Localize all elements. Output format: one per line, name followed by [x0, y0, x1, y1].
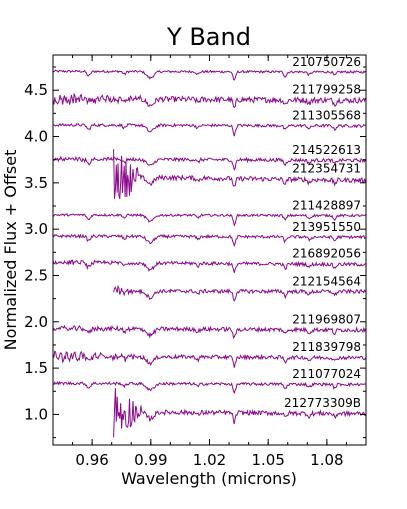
series-labels: 210750726 211799258 211305568 214522613 2123…: [284, 55, 361, 410]
series-label: 212773309B: [284, 396, 361, 410]
x-tick-label: 0.96: [75, 451, 108, 469]
y-tick-label: 1.5: [24, 359, 48, 377]
spectrum-line-211077024: [52, 380, 366, 395]
y-tick-label: 1.0: [24, 405, 48, 423]
spectrum-line-210750726: [52, 69, 366, 81]
y-axis-label: Normalized Flux + Offset: [1, 150, 20, 351]
series-layer: [52, 69, 366, 438]
y-tick-label: 2.5: [24, 266, 48, 284]
axis-ticks: 0.96 0.99 1.02 1.05 1.08 1.0 1.5 2.0 2.5 3.0 3.5 4.…: [24, 55, 366, 469]
x-tick-label: 1.05: [251, 451, 284, 469]
spectrum-line-211428897: [52, 212, 366, 227]
series-label: 213951550: [292, 220, 361, 234]
y-tick-label: 4.0: [24, 128, 48, 146]
spectrum-line-211799258: [52, 92, 366, 109]
spectrum-line-212773309B: [113, 388, 366, 438]
series-label: 211077024: [292, 367, 361, 381]
spectrum-line-211305568: [52, 122, 366, 137]
series-label: 211839798: [292, 340, 361, 354]
spectrum-line-211969807: [52, 324, 366, 340]
series-label: 212154564: [292, 274, 361, 288]
series-label: 214522613: [292, 143, 361, 157]
series-label: 211799258: [292, 83, 361, 97]
x-tick-label: 1.08: [310, 451, 343, 469]
series-label: 216892056: [292, 247, 361, 261]
y-tick-label: 3.5: [24, 174, 48, 192]
spectrum-line-216892056: [52, 259, 366, 273]
spectrum-line-211839798: [52, 350, 366, 368]
series-label: 210750726: [292, 55, 361, 69]
series-label: 212354731: [292, 161, 361, 175]
series-label: 211428897: [292, 198, 361, 212]
y-tick-label: 3.0: [24, 220, 48, 238]
x-axis-label: Wavelength (microns): [121, 469, 297, 488]
series-label: 211969807: [292, 312, 361, 326]
spectrum-line-213951550: [52, 233, 366, 248]
spectrum-line-212354731: [113, 149, 366, 200]
y-tick-label: 2.0: [24, 313, 48, 331]
series-label: 211305568: [292, 109, 361, 123]
spectrum-line-212154564: [113, 284, 366, 302]
chart-title: Y Band: [166, 23, 251, 51]
x-tick-label: 1.02: [193, 451, 226, 469]
y-tick-label: 4.5: [24, 81, 48, 99]
spectrum-line-214522613: [52, 155, 366, 171]
x-tick-label: 0.99: [134, 451, 167, 469]
